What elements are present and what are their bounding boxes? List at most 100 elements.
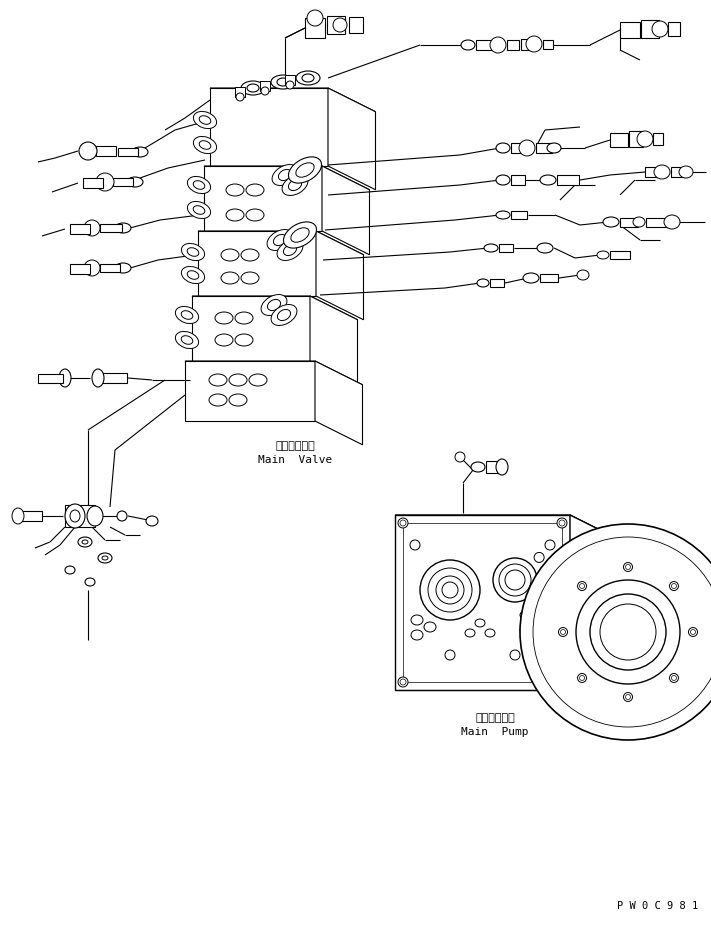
Ellipse shape (193, 136, 217, 154)
Ellipse shape (519, 140, 535, 156)
Ellipse shape (679, 166, 693, 178)
Ellipse shape (505, 570, 525, 590)
Ellipse shape (557, 518, 567, 528)
Bar (20, 511, 42, 521)
Polygon shape (204, 166, 322, 231)
Ellipse shape (579, 584, 584, 588)
Ellipse shape (246, 209, 264, 221)
Bar (285, 75, 295, 85)
Ellipse shape (96, 173, 114, 191)
Ellipse shape (249, 374, 267, 386)
Ellipse shape (654, 165, 670, 179)
Ellipse shape (436, 576, 464, 604)
Ellipse shape (398, 677, 408, 687)
Ellipse shape (286, 81, 294, 89)
Ellipse shape (690, 630, 695, 635)
Ellipse shape (84, 260, 100, 276)
Bar (610, 251, 630, 259)
Bar (620, 22, 640, 38)
Ellipse shape (510, 650, 520, 660)
Ellipse shape (475, 619, 485, 627)
Ellipse shape (398, 518, 408, 528)
Ellipse shape (181, 266, 205, 284)
Ellipse shape (624, 693, 633, 701)
Ellipse shape (226, 209, 244, 221)
Ellipse shape (246, 184, 264, 196)
Polygon shape (328, 88, 375, 190)
Polygon shape (395, 515, 598, 529)
Polygon shape (185, 361, 315, 421)
Bar (668, 22, 680, 36)
Ellipse shape (664, 215, 680, 229)
Ellipse shape (537, 243, 553, 253)
Ellipse shape (496, 459, 508, 475)
Ellipse shape (559, 679, 565, 685)
Ellipse shape (87, 506, 103, 526)
Bar (476, 40, 492, 50)
Ellipse shape (284, 244, 296, 255)
Ellipse shape (520, 626, 530, 634)
Ellipse shape (289, 157, 321, 183)
Bar (38, 374, 63, 383)
Ellipse shape (577, 582, 587, 590)
Polygon shape (570, 515, 598, 704)
Ellipse shape (215, 334, 233, 346)
Ellipse shape (296, 71, 320, 85)
Ellipse shape (626, 564, 631, 570)
Ellipse shape (65, 504, 85, 528)
Ellipse shape (400, 679, 406, 685)
Ellipse shape (559, 520, 565, 526)
Bar (490, 279, 504, 287)
Ellipse shape (302, 74, 314, 82)
Text: P W 0 C 9 8 1: P W 0 C 9 8 1 (616, 901, 698, 911)
Ellipse shape (424, 622, 436, 632)
Ellipse shape (215, 312, 233, 324)
Ellipse shape (229, 394, 247, 406)
Ellipse shape (282, 175, 308, 195)
Ellipse shape (209, 394, 227, 406)
Polygon shape (204, 166, 370, 190)
Ellipse shape (576, 580, 680, 684)
Bar (536, 143, 552, 153)
Ellipse shape (520, 611, 530, 619)
Ellipse shape (199, 141, 210, 149)
Ellipse shape (78, 537, 92, 547)
Ellipse shape (127, 177, 143, 187)
Polygon shape (210, 88, 375, 112)
Text: Main  Pump: Main Pump (461, 727, 529, 737)
Bar (260, 81, 270, 91)
Ellipse shape (307, 10, 323, 26)
Ellipse shape (526, 36, 542, 52)
Ellipse shape (284, 222, 316, 248)
Bar (100, 264, 120, 272)
Bar (486, 461, 500, 473)
Ellipse shape (98, 553, 112, 563)
Polygon shape (310, 296, 358, 385)
Ellipse shape (534, 552, 544, 562)
Ellipse shape (92, 369, 104, 387)
Ellipse shape (471, 462, 485, 472)
Text: メインバルブ: メインバルブ (275, 441, 315, 451)
Polygon shape (198, 231, 316, 296)
Ellipse shape (146, 516, 158, 526)
Ellipse shape (241, 272, 259, 284)
Ellipse shape (132, 147, 148, 157)
Ellipse shape (445, 650, 455, 660)
Ellipse shape (545, 540, 555, 550)
Ellipse shape (247, 84, 259, 92)
Ellipse shape (291, 228, 309, 242)
Ellipse shape (229, 374, 247, 386)
Ellipse shape (671, 675, 676, 681)
Ellipse shape (267, 300, 281, 311)
Ellipse shape (559, 627, 567, 636)
Bar (507, 40, 519, 50)
Ellipse shape (590, 594, 666, 670)
Ellipse shape (65, 566, 75, 574)
Polygon shape (316, 231, 363, 320)
Ellipse shape (176, 331, 198, 349)
Ellipse shape (400, 520, 406, 526)
Ellipse shape (181, 243, 205, 261)
Ellipse shape (465, 629, 475, 637)
Bar (511, 211, 527, 219)
Ellipse shape (221, 249, 239, 261)
